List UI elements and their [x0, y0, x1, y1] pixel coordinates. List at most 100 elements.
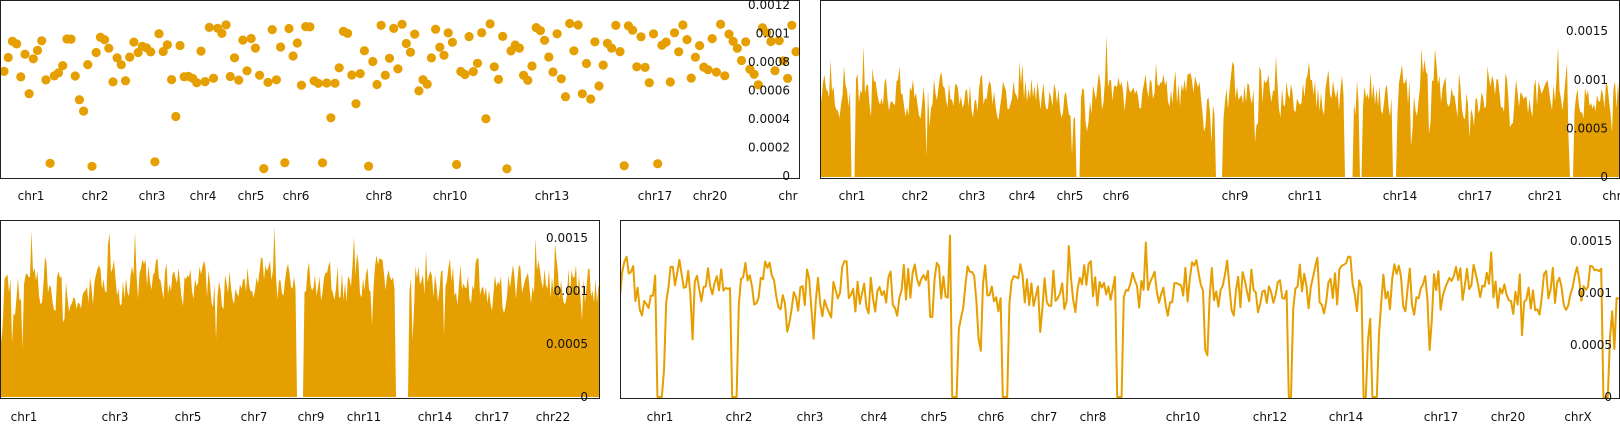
x-tick-label: chr1	[839, 189, 866, 203]
data-point	[678, 20, 688, 30]
data-point	[414, 86, 424, 96]
panel-top-right-area: 0 0.0005 0.001 0.0015 chr1 chr2 chr3 chr4 chr5 ch…	[820, 0, 1620, 203]
x-tick-label: chr2	[82, 189, 109, 203]
x-tick-label: chr7	[241, 410, 268, 424]
data-point	[598, 60, 608, 70]
data-point	[322, 78, 332, 88]
data-point	[443, 28, 453, 38]
data-point	[674, 47, 684, 57]
x-tick-label: chr5	[1057, 189, 1084, 203]
data-point	[263, 77, 273, 87]
data-point	[120, 76, 131, 86]
x-tick-label: chr3	[959, 189, 986, 203]
data-point	[0, 66, 9, 76]
x-tick-label: chr14	[1329, 410, 1363, 424]
data-point	[267, 25, 277, 35]
x-tick-label: chr20	[693, 189, 727, 203]
data-point	[493, 74, 504, 84]
data-point	[628, 25, 638, 35]
data-point	[150, 157, 160, 167]
y-tick-label: 0	[1600, 170, 1608, 184]
y-tick-label: 0.001	[1574, 73, 1608, 87]
data-point	[426, 53, 436, 63]
data-point	[229, 53, 240, 63]
data-point	[741, 37, 751, 47]
x-tick-label: chr9	[298, 410, 325, 424]
data-point	[653, 159, 663, 169]
data-point	[91, 47, 101, 58]
data-point	[32, 45, 43, 56]
data-point	[422, 79, 432, 89]
data-point	[104, 43, 114, 53]
data-point	[770, 66, 780, 76]
data-point	[682, 35, 692, 45]
data-point	[787, 20, 797, 30]
data-point	[204, 22, 214, 32]
data-point	[250, 43, 260, 53]
x-tick-label: chr	[1602, 189, 1620, 203]
data-point	[355, 69, 365, 79]
data-point	[3, 52, 13, 63]
data-point	[523, 75, 533, 85]
data-point	[87, 161, 97, 171]
x-tick-label: chr13	[535, 189, 569, 203]
data-point	[577, 89, 587, 99]
data-point	[711, 67, 722, 77]
data-point	[774, 36, 784, 46]
data-point	[74, 95, 84, 105]
coverage-area	[820, 35, 1620, 178]
data-point	[246, 33, 256, 44]
y-tick-label: 0.0005	[546, 337, 588, 351]
data-point	[334, 63, 344, 73]
x-tick-label: chr21	[1528, 189, 1562, 203]
data-point	[146, 47, 156, 57]
data-point	[330, 78, 340, 88]
data-point	[313, 78, 323, 88]
x-tick-label: chr9	[1222, 189, 1249, 203]
data-point	[242, 66, 252, 76]
x-tick-label: chr3	[797, 410, 824, 424]
data-point	[615, 47, 625, 57]
data-point	[296, 80, 307, 90]
data-point	[573, 20, 583, 30]
plot-frame	[0, 0, 800, 179]
data-point	[225, 71, 235, 82]
data-point	[749, 69, 759, 79]
data-point	[728, 36, 738, 46]
data-point	[464, 31, 474, 42]
data-point	[686, 73, 696, 83]
y-tick-label: 0	[1604, 390, 1612, 404]
y-tick-label: 0.0005	[1570, 338, 1612, 352]
data-point	[724, 29, 734, 39]
x-tick-label: chr10	[433, 189, 467, 203]
data-point	[720, 71, 730, 81]
data-point	[707, 34, 717, 44]
x-tick-label: chr14	[1383, 189, 1417, 203]
data-point	[489, 62, 499, 72]
data-point	[376, 20, 386, 30]
x-tick-label: chr17	[475, 410, 509, 424]
data-point	[690, 52, 701, 62]
x-tick-label: chr17	[1458, 189, 1492, 203]
x-tick-label: chr4	[861, 410, 888, 424]
data-point	[703, 65, 713, 75]
data-point	[431, 24, 441, 34]
y-tick-label: 0.001	[1578, 286, 1612, 300]
data-point	[200, 77, 210, 87]
data-point	[45, 158, 55, 168]
x-tick-label: chr6	[978, 410, 1005, 424]
y-tick-label: 0	[580, 390, 588, 404]
x-tick-label: chr4	[1009, 189, 1036, 203]
data-point	[24, 89, 34, 99]
x-tick-label: chr14	[418, 410, 452, 424]
y-tick-label: 0	[782, 169, 790, 183]
data-point	[271, 75, 281, 85]
x-tick-label: chr10	[1166, 410, 1200, 424]
data-point	[439, 50, 449, 60]
data-point	[527, 61, 537, 71]
data-point	[125, 52, 135, 62]
data-point	[238, 35, 248, 45]
data-point	[535, 26, 546, 36]
data-point	[460, 69, 470, 80]
